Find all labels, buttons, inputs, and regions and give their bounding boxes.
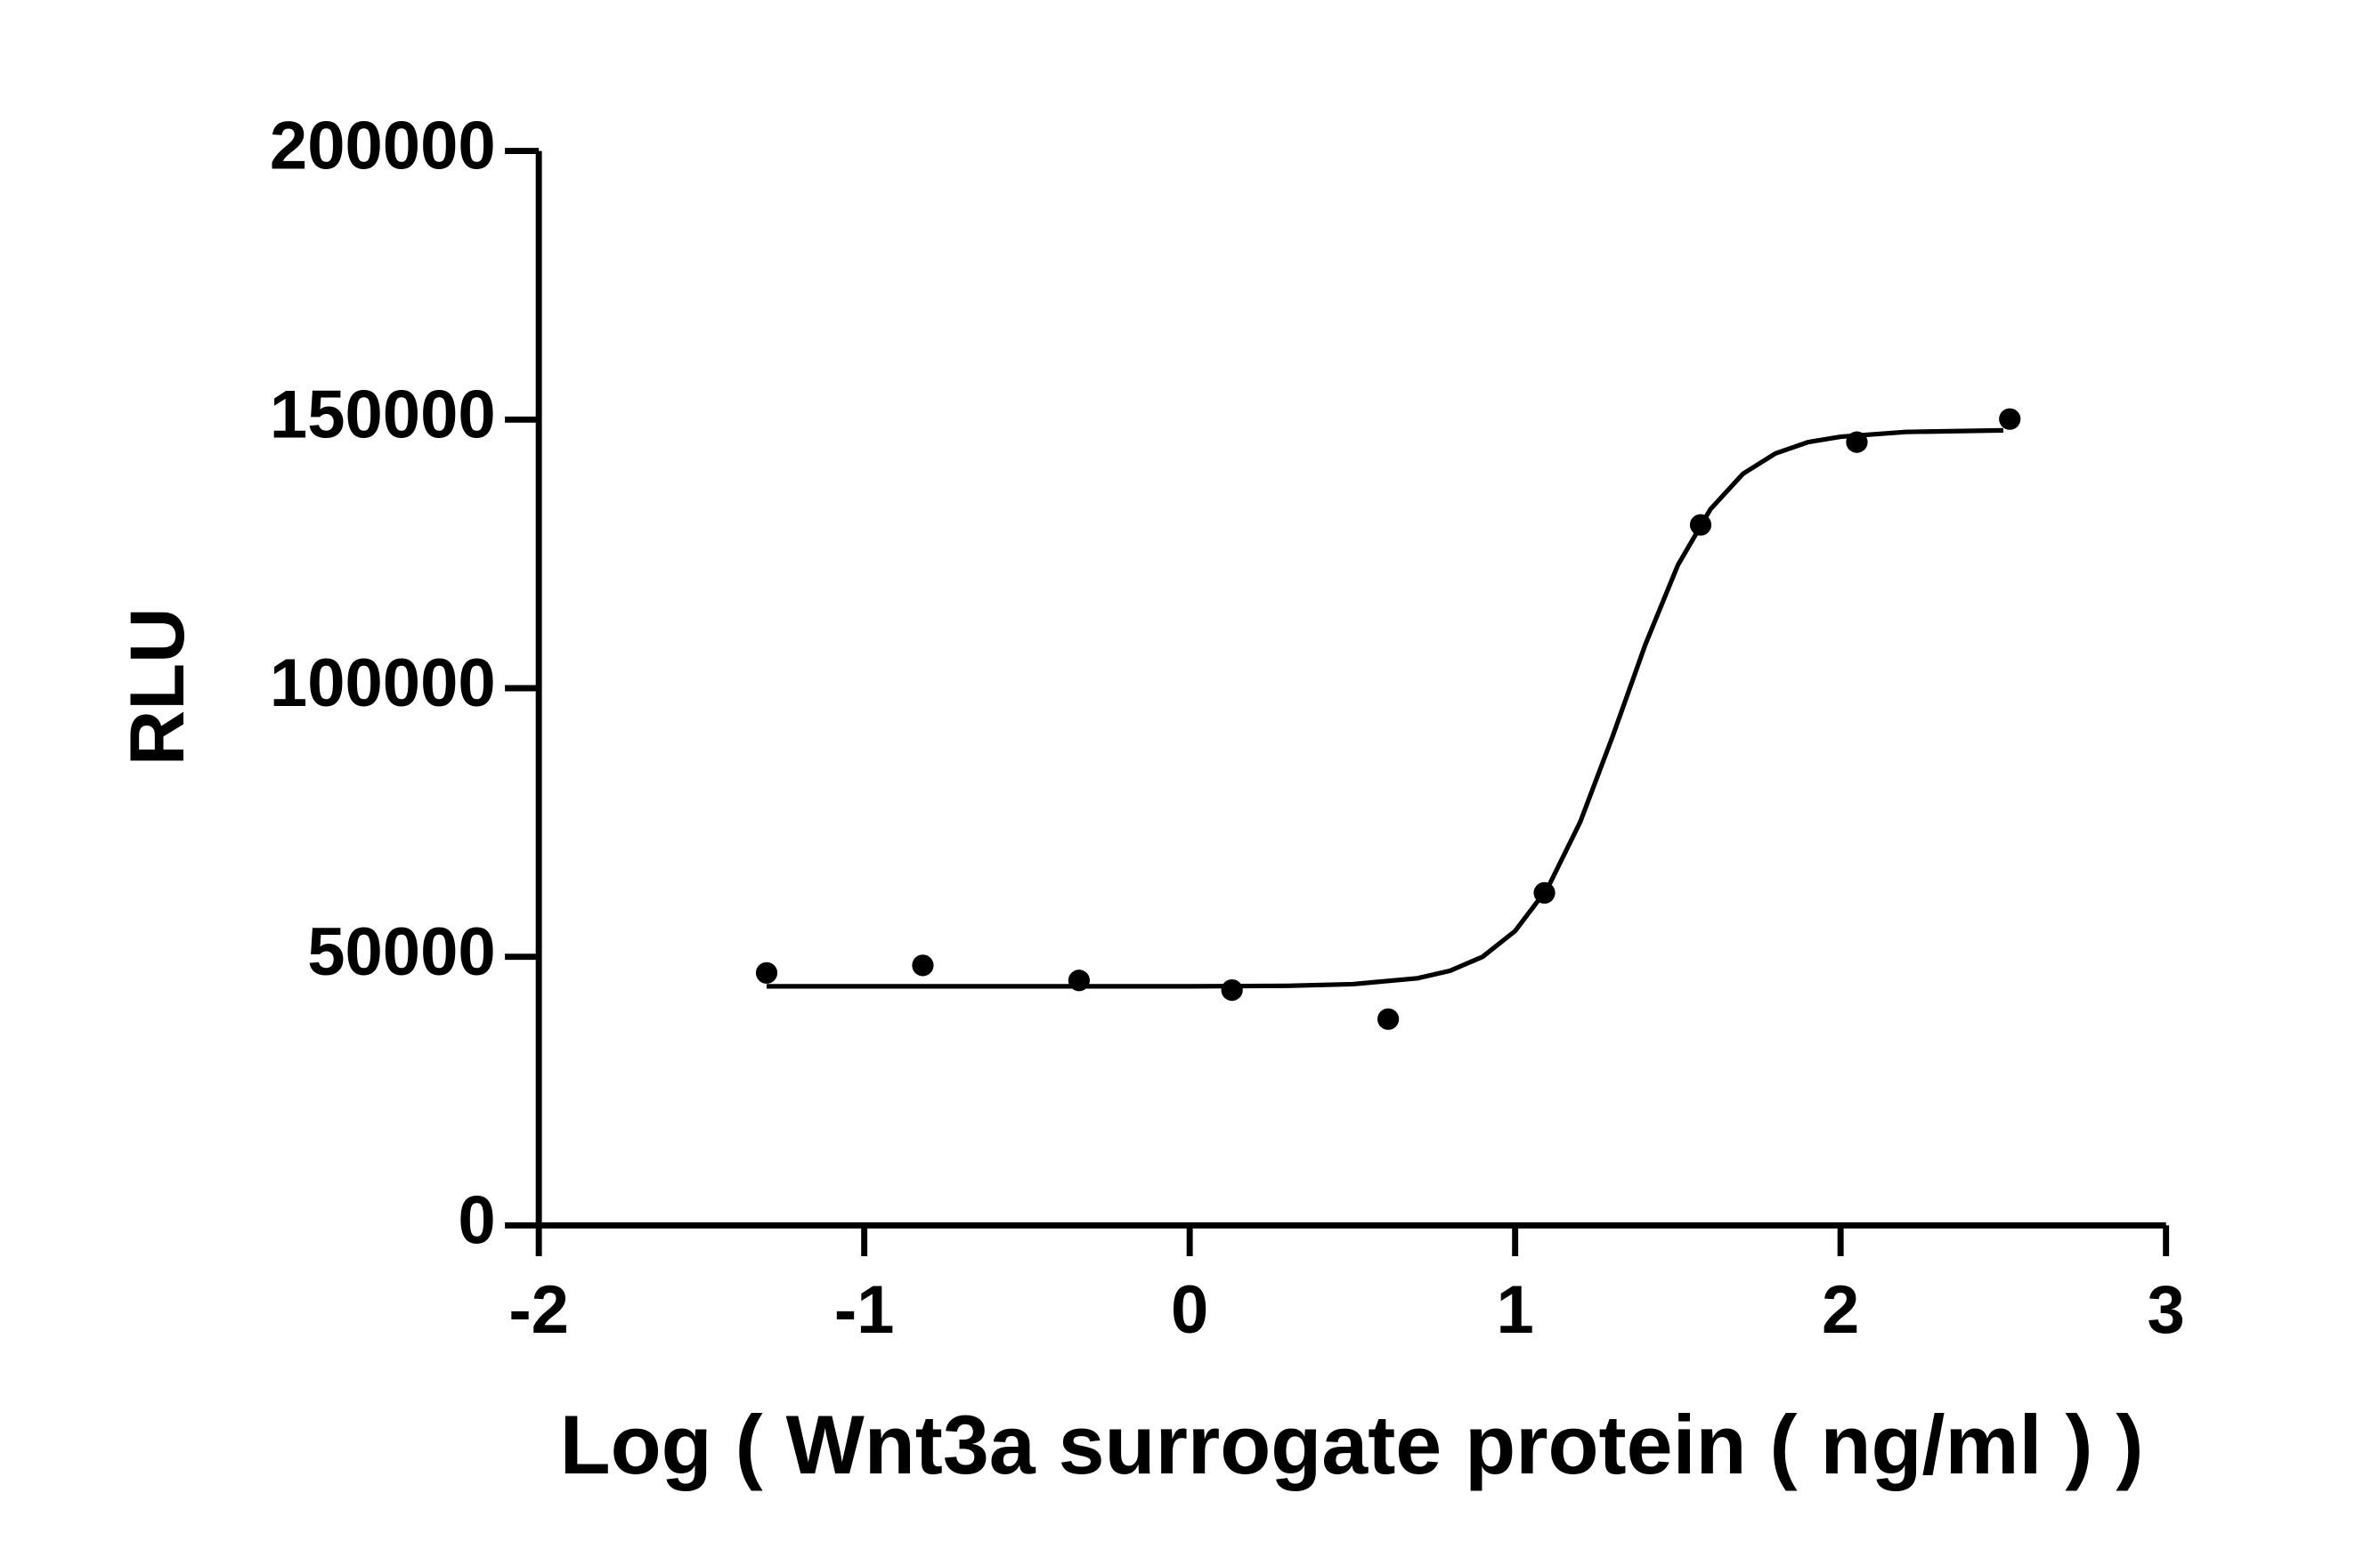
data-point [755,962,778,984]
y-tick-label: 0 [458,1182,495,1258]
data-point [1689,514,1712,536]
x-tick-label: 1 [1497,1272,1534,1348]
x-tick-label: 3 [2148,1272,2185,1348]
y-tick-label: 100000 [270,645,496,721]
y-tick-label: 200000 [270,109,496,184]
x-tick-label: 2 [1822,1272,1859,1348]
x-tick-label: 0 [1171,1272,1208,1348]
fit-curve [766,427,2003,989]
y-tick-label: 50000 [307,914,496,990]
y-tick-label: 150000 [270,377,496,452]
x-tick-label: -1 [834,1272,895,1348]
y-axis-label: RLU [115,607,200,766]
data-point [1999,408,2021,430]
x-axis-label: Log ( Wnt3a surrogate protein ( ng/ml ) … [560,1398,2144,1491]
data-point [1377,1008,1400,1030]
x-tick-label: -2 [508,1272,569,1348]
data-point [912,954,934,977]
data-point [1068,970,1090,992]
data-point [1221,979,1243,1002]
data-point [1846,431,1868,453]
data-point [1533,881,1556,904]
